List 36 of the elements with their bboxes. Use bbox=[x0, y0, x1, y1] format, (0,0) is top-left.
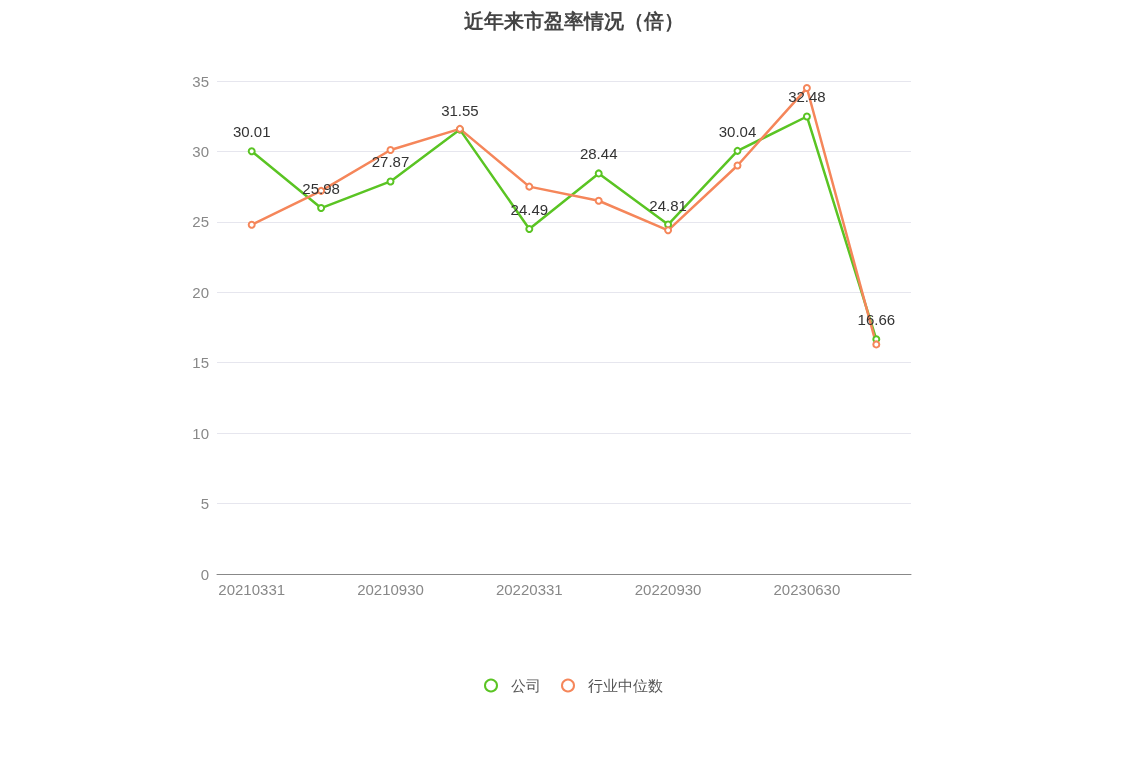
data-label: 31.55 bbox=[441, 101, 479, 119]
point bbox=[872, 340, 881, 349]
x-tick-label: 20220331 bbox=[495, 581, 563, 598]
point bbox=[386, 177, 395, 186]
data-label: 28.44 bbox=[579, 145, 618, 163]
chart-title: 近年来市盈率情况（倍） bbox=[462, 10, 684, 32]
point bbox=[733, 146, 742, 155]
y-tick-label: 0 bbox=[200, 565, 209, 583]
data-label: 27.87 bbox=[371, 153, 410, 171]
point bbox=[802, 112, 811, 121]
point bbox=[525, 225, 534, 234]
point bbox=[594, 169, 603, 178]
legend-label: 公司 bbox=[511, 677, 541, 694]
y-tick-label: 5 bbox=[200, 495, 209, 513]
point bbox=[733, 161, 742, 170]
y-tick-label: 35 bbox=[192, 72, 209, 90]
point bbox=[247, 147, 256, 156]
y-tick-label: 15 bbox=[192, 354, 209, 372]
data-label: 24.81 bbox=[649, 196, 687, 214]
point bbox=[386, 146, 395, 155]
point bbox=[525, 182, 534, 191]
point bbox=[317, 204, 326, 213]
legend-label: 行业中位数 bbox=[588, 677, 663, 694]
y-tick-label: 10 bbox=[192, 424, 209, 442]
x-tick-label: 20210331 bbox=[218, 581, 286, 598]
y-tick-label: 25 bbox=[192, 213, 209, 231]
x-tick-label: 20210930 bbox=[357, 581, 424, 598]
point bbox=[594, 196, 603, 205]
y-tick-label: 30 bbox=[192, 142, 209, 160]
y-tick-label: 20 bbox=[192, 283, 209, 301]
point bbox=[247, 220, 256, 229]
x-tick-label: 20220930 bbox=[634, 581, 702, 598]
data-label: 30.04 bbox=[718, 122, 757, 140]
point bbox=[664, 226, 673, 235]
x-tick-label: 20230630 bbox=[773, 581, 841, 598]
data-label: 30.01 bbox=[232, 123, 271, 141]
